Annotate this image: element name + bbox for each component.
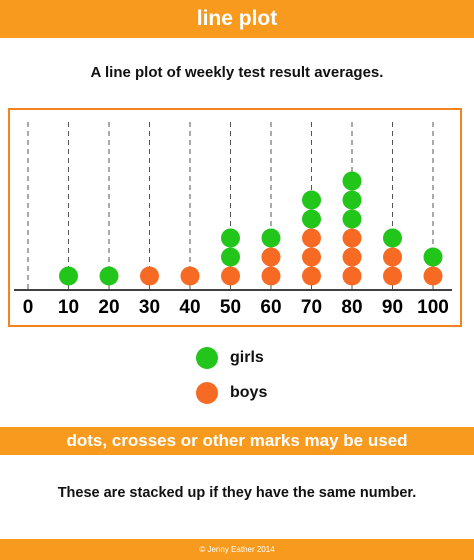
dot-boys-80-3 xyxy=(342,228,362,248)
tick-label-20: 20 xyxy=(98,297,119,318)
tick-label-60: 60 xyxy=(260,297,281,318)
tick-label-100: 100 xyxy=(417,297,449,318)
dot-girls-80-3 xyxy=(342,171,362,191)
dot-boys-40-1 xyxy=(180,266,200,286)
legend-item-boys: boys xyxy=(0,379,474,409)
dot-boys-60-2 xyxy=(261,247,281,267)
dot-girls-90-1 xyxy=(383,228,402,248)
legend-item-girls: girls xyxy=(0,344,474,374)
dot-girls-20-1 xyxy=(99,266,119,286)
legend-label-boys: boys xyxy=(230,384,268,401)
tick-label-80: 80 xyxy=(341,297,362,318)
tick-label-40: 40 xyxy=(179,297,200,318)
dot-girls-70-2 xyxy=(302,190,321,210)
dot-boys-90-2 xyxy=(383,247,402,267)
dot-boys-30-1 xyxy=(140,266,159,286)
dot-girls-50-1 xyxy=(221,247,240,267)
tick-label-70: 70 xyxy=(301,297,322,318)
title-banner: line plot xyxy=(0,0,474,38)
tick-label-0: 0 xyxy=(23,297,34,318)
dot-boys-70-1 xyxy=(302,266,321,286)
plot-subtitle: A line plot of weekly test result averag… xyxy=(90,64,384,81)
tick-label-30: 30 xyxy=(139,297,160,318)
dot-girls-80-1 xyxy=(342,209,362,229)
dot-boys-80-1 xyxy=(342,266,362,286)
dot-boys-70-2 xyxy=(302,247,321,267)
dot-boys-60-1 xyxy=(261,266,281,286)
dot-boys-50-1 xyxy=(221,266,240,286)
dot-boys-100-1 xyxy=(423,266,443,286)
dot-boys-70-3 xyxy=(302,228,321,248)
legend-swatch-boys xyxy=(196,382,218,404)
dot-boys-80-2 xyxy=(342,247,362,267)
line-plot-svg: 0 10 20 30 40 50 60 70 80 90 100 xyxy=(14,122,452,318)
tick-label-90: 90 xyxy=(382,297,403,318)
dot-girls-70-1 xyxy=(302,209,321,229)
tick-label-50: 50 xyxy=(220,297,241,318)
legend-label-girls: girls xyxy=(230,349,264,366)
dot-girls-80-2 xyxy=(342,190,362,210)
dot-girls-50-2 xyxy=(221,228,240,248)
copyright-footer: © Jenny Eather 2014 xyxy=(0,539,474,560)
marks-banner: dots, crosses or other marks may be used xyxy=(0,427,474,455)
dot-girls-100-1 xyxy=(423,247,443,267)
legend-swatch-girls xyxy=(196,347,218,369)
stacking-note: These are stacked up if they have the sa… xyxy=(57,485,417,501)
dot-boys-90-1 xyxy=(383,266,402,286)
dot-girls-10-1 xyxy=(59,266,78,286)
line-plot-chart: 0 10 20 30 40 50 60 70 80 90 100 xyxy=(8,108,462,327)
tick-label-10: 10 xyxy=(58,297,79,318)
dot-girls-60-1 xyxy=(261,228,281,248)
